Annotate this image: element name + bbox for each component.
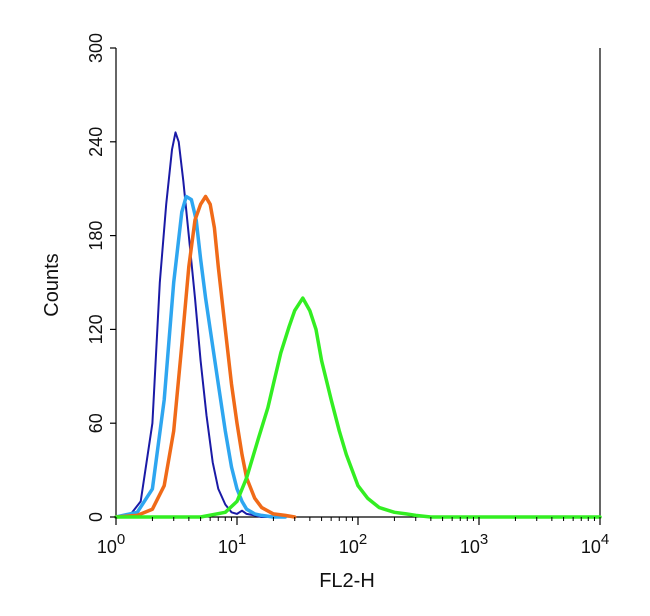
series-layer — [114, 131, 602, 519]
x-tick-label: 101 — [218, 531, 246, 557]
y-tick-label: 300 — [86, 33, 106, 63]
x-tick-base: 10 — [339, 537, 359, 557]
x-axis-ticks: 100 101 102 103 104 — [97, 517, 609, 557]
y-axis-ticks: 0 60 120 180 240 300 — [86, 33, 116, 522]
x-tick-exponent: 0 — [117, 531, 125, 548]
histogram-series-3 — [114, 194, 297, 519]
x-tick-label: 104 — [581, 531, 609, 557]
x-tick-label: 100 — [97, 531, 125, 557]
histogram-series-1 — [115, 131, 275, 518]
y-tick-label: 0 — [86, 512, 106, 522]
x-tick-exponent: 2 — [359, 531, 367, 548]
x-tick-label: 102 — [339, 531, 367, 557]
x-tick-exponent: 1 — [238, 531, 246, 548]
x-axis-label: FL2-H — [319, 570, 375, 592]
histogram-series-4 — [114, 296, 602, 519]
histogram-series-2 — [114, 194, 287, 519]
x-tick-base: 10 — [97, 537, 117, 557]
y-tick-label: 240 — [86, 127, 106, 157]
y-tick-label: 180 — [86, 221, 106, 251]
y-axis-label: Counts — [41, 253, 63, 316]
y-tick-label: 120 — [86, 314, 106, 344]
x-tick-exponent: 3 — [480, 531, 488, 548]
x-tick-label: 103 — [460, 531, 488, 557]
x-tick-exponent: 4 — [601, 531, 609, 548]
x-tick-base: 10 — [460, 537, 480, 557]
y-tick-label: 60 — [86, 413, 106, 433]
x-tick-base: 10 — [581, 537, 601, 557]
x-tick-base: 10 — [218, 537, 238, 557]
